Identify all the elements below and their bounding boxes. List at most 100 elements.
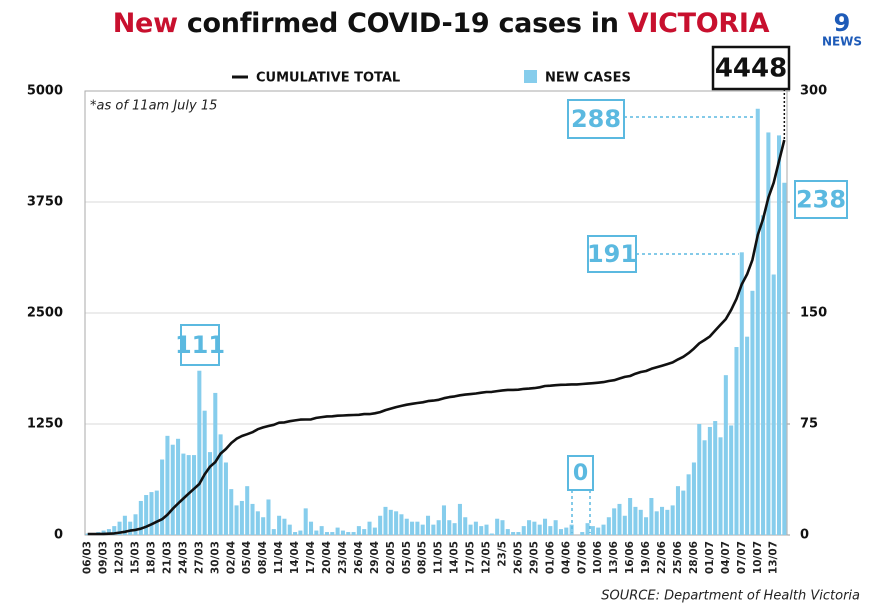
bar	[628, 498, 633, 535]
x-tick-label: 13/06	[608, 541, 620, 574]
annotation-box	[180, 324, 220, 366]
bar	[362, 529, 367, 535]
bar	[176, 438, 181, 535]
bar	[564, 527, 569, 535]
title-part: confirmed COVID-19 cases in	[186, 8, 619, 39]
bar	[516, 532, 521, 535]
bar	[223, 462, 228, 535]
bar	[271, 529, 276, 535]
bar	[314, 530, 319, 535]
bar	[473, 521, 478, 535]
bar	[133, 514, 138, 535]
x-tick-label: 28/06	[688, 541, 700, 574]
x-tick-label: 26/04	[353, 541, 365, 574]
bar	[261, 517, 266, 535]
bar	[255, 511, 260, 535]
bar	[207, 452, 212, 535]
y2-tick-label: 75	[800, 417, 818, 432]
bar	[771, 274, 776, 535]
x-tick-label: 11/04	[273, 541, 285, 574]
bar	[112, 526, 117, 535]
bar	[367, 521, 372, 535]
bar	[644, 517, 649, 535]
y-tick-label: 5000	[27, 84, 63, 99]
bar	[723, 375, 728, 535]
x-tick-label: 26/05	[512, 541, 524, 574]
bar	[750, 290, 755, 535]
x-tick-label: 05/05	[401, 541, 413, 574]
bar	[766, 132, 771, 535]
bar	[633, 506, 638, 535]
x-tick-label: 04/07	[720, 541, 732, 574]
bar	[532, 521, 537, 535]
bar	[489, 533, 494, 535]
bar	[154, 490, 159, 535]
line	[87, 139, 786, 536]
bar	[681, 490, 686, 535]
annotation-box	[567, 99, 625, 139]
bar	[500, 520, 505, 535]
bar	[660, 506, 665, 535]
bar	[745, 336, 750, 535]
bar	[197, 370, 202, 535]
bar	[383, 506, 388, 535]
plot-frame	[84, 90, 788, 536]
x-tick-label: 30/03	[209, 541, 221, 574]
x-tick-label: 05/04	[241, 541, 253, 574]
chart-title: New confirmed COVID-19 cases in VICTORIA	[0, 8, 882, 39]
bar	[192, 455, 197, 535]
x-tick-label: 21/03	[161, 541, 173, 574]
x-tick-label: 29/05	[528, 541, 540, 574]
x-tick-label: 25/06	[672, 541, 684, 574]
bar	[420, 524, 425, 535]
bar	[707, 426, 712, 535]
bar	[537, 524, 542, 535]
bar	[128, 521, 133, 535]
bar	[122, 515, 127, 535]
bar	[410, 521, 415, 535]
bar	[495, 518, 500, 535]
x-tick-label: 06/03	[82, 541, 94, 574]
x-tick-label: 12/03	[114, 541, 126, 574]
bar	[229, 489, 234, 535]
x-tick-label: 11/05	[433, 541, 445, 574]
bar	[638, 509, 643, 535]
bar	[144, 495, 149, 535]
bar	[287, 524, 292, 535]
x-tick-label: 07/06	[576, 541, 588, 574]
bar	[335, 527, 340, 535]
logo-bg	[820, 12, 864, 48]
bar	[218, 434, 223, 535]
bar	[761, 215, 766, 535]
x-tick-label: 23/04	[337, 541, 349, 574]
x-tick-label: 01/06	[544, 541, 556, 574]
bar	[441, 505, 446, 535]
bar	[457, 503, 462, 535]
x-tick-label: 15/03	[130, 541, 142, 574]
x-tick-label: 27/03	[193, 541, 205, 574]
bar	[734, 347, 739, 535]
bar	[85, 533, 90, 535]
x-tick-label: 08/05	[417, 541, 429, 574]
y-tick-label: 3750	[27, 195, 63, 210]
bar	[713, 421, 718, 535]
x-tick-label: 14/05	[449, 541, 461, 574]
x-tick-label: 24/03	[177, 541, 189, 574]
y-tick-label: 2500	[27, 306, 63, 321]
bar	[617, 503, 622, 535]
legend-label: CUMULATIVE TOTAL	[256, 71, 400, 86]
bar	[702, 440, 707, 535]
bar	[782, 182, 787, 535]
x-tick-label: 22/06	[656, 541, 668, 574]
annotation-label: 238	[796, 186, 846, 214]
bar	[596, 527, 601, 535]
title-part: VICTORIA	[627, 8, 770, 39]
annotation-box	[567, 455, 594, 491]
bar	[436, 520, 441, 535]
total-label: 4448	[715, 54, 787, 84]
bar	[580, 532, 585, 535]
bar	[484, 524, 489, 535]
x-tick-label: 01/07	[704, 541, 716, 574]
y2-tick-label: 150	[800, 306, 827, 321]
